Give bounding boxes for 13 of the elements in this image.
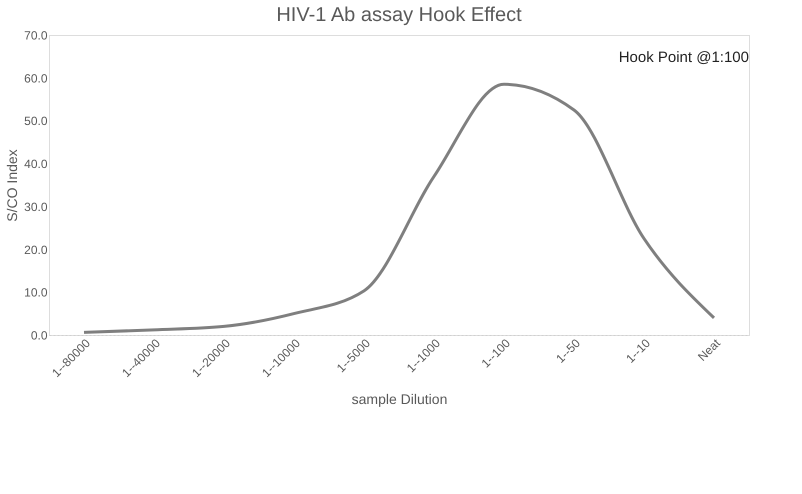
- y-tick-label: 70.0: [24, 28, 48, 42]
- chart-title: HIV-1 Ab assay Hook Effect: [276, 4, 522, 26]
- y-tick-label: 0.0: [30, 328, 48, 342]
- y-tick-label: 30.0: [24, 200, 48, 214]
- line-series: [82, 82, 716, 334]
- y-axis-title: S/CO Index: [4, 149, 20, 222]
- y-tick-label: 50.0: [24, 114, 48, 128]
- x-axis-title: sample Dilution: [352, 391, 448, 408]
- y-tick-label: 40.0: [24, 157, 48, 172]
- y-tick-label: 60.0: [24, 71, 48, 86]
- annotation: Hook Point @1:100: [618, 49, 749, 66]
- y-tick-label: 10.0: [24, 286, 48, 300]
- y-tick-label: 20.0: [24, 242, 48, 257]
